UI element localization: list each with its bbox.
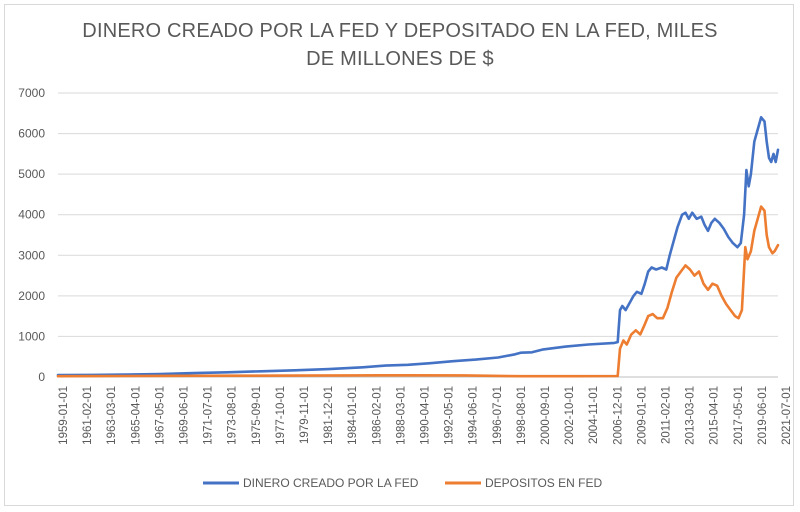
- x-tick-label: 1979-11-01: [299, 386, 311, 444]
- x-tick-label: 1969-06-01: [179, 386, 191, 445]
- legend-label: DINERO CREADO POR LA FED: [243, 476, 419, 490]
- x-tick-label: 2015-04-01: [709, 386, 721, 445]
- x-tick-label: 2000-09-01: [540, 386, 552, 445]
- y-tick-label: 4000: [18, 208, 45, 222]
- x-tick-label: 2002-10-01: [564, 386, 576, 445]
- series-lines: [56, 116, 780, 378]
- x-tick-label: 1996-07-01: [492, 386, 504, 445]
- gridlines: [58, 92, 778, 378]
- x-tick-label: 1990-04-01: [420, 386, 432, 445]
- legend: DINERO CREADO POR LA FED DEPOSITOS EN FED: [203, 476, 602, 490]
- x-tick-label: 1975-09-01: [251, 386, 263, 445]
- chart-title-line1: DINERO CREADO POR LA FED Y DEPOSITADO EN…: [82, 20, 718, 42]
- x-tick-label: 1963-03-01: [106, 386, 118, 445]
- y-axis-ticks: 0 1000 2000 3000 4000 5000 6000 7000: [18, 86, 45, 384]
- x-tick-label: 1961-02-01: [82, 386, 94, 445]
- x-tick-label: 1988-03-01: [395, 386, 407, 445]
- x-axis-ticks: 1959-01-01 1961-02-01 1963-03-01 1965-04-01…: [58, 386, 793, 445]
- x-tick-label: 2004-11-01: [588, 386, 600, 444]
- series-line-1: [56, 116, 780, 377]
- x-tick-label: 2013-03-01: [685, 386, 697, 445]
- y-tick-label: 0: [38, 370, 45, 384]
- y-tick-label: 2000: [18, 289, 45, 303]
- y-tick-label: 7000: [18, 86, 45, 100]
- chart-title-line2: DE MILLONES DE $: [306, 48, 494, 70]
- x-tick-label: 2019-06-01: [757, 386, 769, 445]
- x-tick-label: 1971-07-01: [203, 386, 215, 445]
- x-tick-label: 1992-05-01: [444, 386, 456, 445]
- y-tick-label: 3000: [18, 248, 45, 262]
- x-tick-label: 1998-08-01: [516, 386, 528, 445]
- x-tick-label: 1967-05-01: [154, 386, 166, 445]
- x-tick-label: 1977-10-01: [275, 386, 287, 445]
- x-tick-label: 2009-01-01: [636, 386, 648, 445]
- x-tick-label: 2011-02-01: [661, 386, 673, 444]
- x-tick-label: 1959-01-01: [58, 386, 70, 445]
- x-tick-label: 1973-08-01: [227, 386, 239, 445]
- series-line-2: [56, 205, 780, 378]
- x-tick-label: 1986-02-01: [371, 386, 383, 445]
- y-tick-label: 5000: [18, 167, 45, 181]
- x-tick-label: 1981-12-01: [323, 386, 335, 445]
- x-tick-label: 1965-04-01: [130, 386, 142, 445]
- x-tick-label: 2006-12-01: [612, 386, 624, 445]
- y-tick-label: 6000: [18, 127, 45, 141]
- x-tick-label: 2021-07-01: [781, 386, 793, 445]
- legend-label: DEPOSITOS EN FED: [485, 476, 602, 490]
- y-tick-label: 1000: [18, 329, 45, 343]
- x-tick-label: 1994-06-01: [468, 386, 480, 445]
- x-tick-label: 2017-05-01: [733, 386, 745, 445]
- x-tick-label: 1984-01-01: [347, 386, 359, 445]
